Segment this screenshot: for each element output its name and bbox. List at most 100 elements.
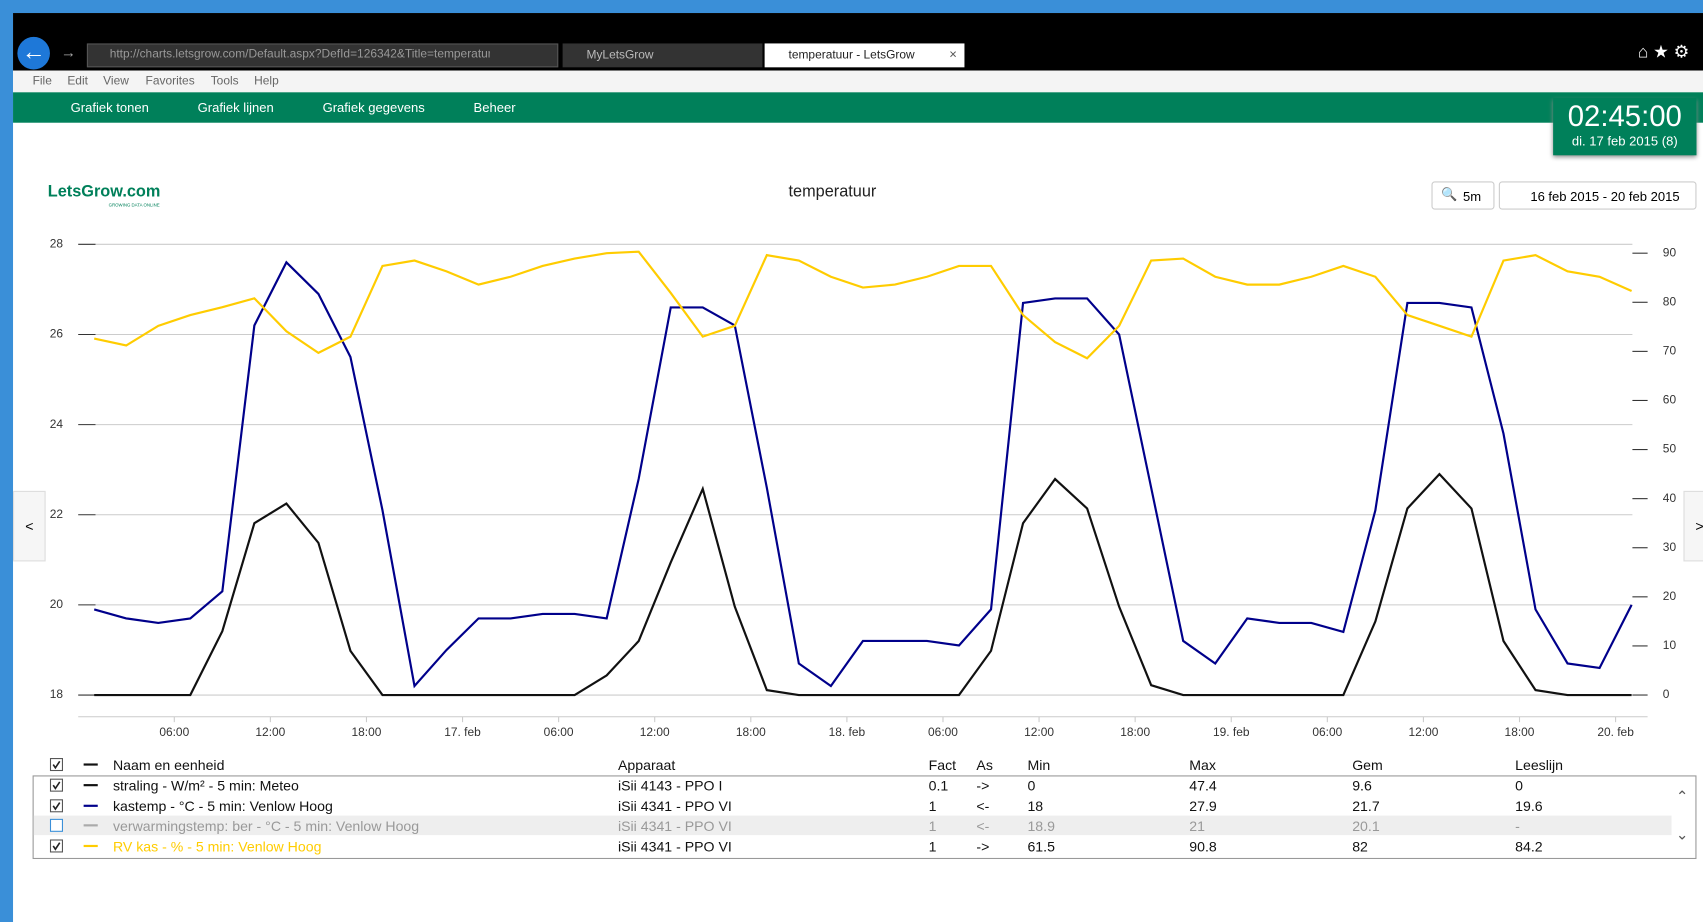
cell: 21 — [1189, 817, 1205, 835]
x-tick-label: 20. feb — [1597, 725, 1634, 739]
date-range: 16 feb 2015 - 20 feb 2015 — [1530, 188, 1680, 205]
y2-tick-label: 10 — [1663, 638, 1677, 652]
cell: -> — [976, 838, 990, 855]
scroll-up[interactable]: ⌃ — [1675, 787, 1689, 805]
menu-item[interactable]: Edit — [67, 74, 88, 88]
next-button[interactable]: > — [1683, 490, 1703, 562]
x-tick-label: 12:00 — [1408, 725, 1438, 739]
prev-button[interactable]: < — [13, 490, 46, 562]
address-bar[interactable]: http://charts.letsgrow.com/Default.aspx?… — [86, 43, 559, 68]
cell: 1 — [928, 817, 937, 835]
y2-tick-label: 60 — [1663, 393, 1677, 407]
tab-title: temperatuur - LetsGrow — [788, 48, 915, 62]
interval-button[interactable]: 🔍 5m — [1431, 181, 1495, 210]
nav-item[interactable]: Grafiek tonen — [70, 99, 149, 116]
cell: 20.1 — [1352, 817, 1380, 835]
y2-tick-label: 90 — [1663, 245, 1677, 259]
table-header: Fact — [928, 756, 957, 774]
tab-title: MyLetsGrow — [586, 48, 654, 62]
menu-item[interactable]: View — [103, 74, 129, 88]
series-line — [93, 260, 1633, 689]
cell: 90.8 — [1189, 838, 1217, 855]
x-tick-label: 18:00 — [1505, 725, 1535, 739]
table-header: Apparaat — [617, 756, 676, 774]
cell: 82 — [1352, 838, 1368, 855]
checkbox[interactable] — [49, 818, 63, 832]
cell: -> — [976, 777, 990, 794]
table-header: Gem — [1352, 756, 1383, 774]
nav-item[interactable]: Grafiek gegevens — [322, 99, 425, 116]
menu-item[interactable]: Favorites — [145, 74, 195, 88]
y-tick-label: 26 — [50, 327, 64, 341]
checkbox[interactable] — [49, 758, 63, 772]
tab-active[interactable]: temperatuur - LetsGrow × — [764, 43, 965, 68]
cell: iSii 4341 - PPO VI — [617, 798, 732, 815]
clock: 02:45:00 di. 17 feb 2015 (8) — [1553, 97, 1697, 156]
x-tick-label: 17. feb — [444, 725, 481, 739]
checkbox[interactable] — [49, 778, 63, 792]
x-tick-label: 18:00 — [352, 725, 382, 739]
table-header: Min — [1027, 756, 1051, 774]
table-header: Naam en eenheid — [112, 756, 225, 774]
back-button[interactable]: ← — [17, 36, 50, 70]
series-line — [93, 250, 1633, 360]
x-tick-label: 18:00 — [736, 725, 766, 739]
cell: 19.6 — [1515, 798, 1543, 815]
nav-item[interactable]: Grafiek lijnen — [197, 99, 274, 116]
cell: iSii 4341 - PPO VI — [617, 838, 732, 855]
scroll-down[interactable]: ⌄ — [1675, 825, 1689, 843]
cell: 18 — [1027, 798, 1044, 815]
cell: iSii 4341 - PPO VI — [617, 817, 732, 835]
y-tick-label: 24 — [50, 417, 64, 431]
cell: 0.1 — [928, 777, 949, 794]
browser-icons[interactable]: ⌂ ★ ⚙ — [1637, 43, 1690, 62]
tab[interactable]: MyLetsGrow — [562, 43, 763, 68]
cell: 61.5 — [1027, 838, 1055, 855]
y-tick-label: 18 — [50, 687, 64, 701]
line-swatch — [83, 824, 98, 827]
line-swatch — [83, 784, 98, 787]
cell: - — [1515, 817, 1520, 835]
y2-tick-label: 80 — [1663, 294, 1677, 308]
row-bg — [33, 815, 1672, 836]
logo-tagline: GROWING DATA ONLINE — [108, 201, 160, 208]
y-tick-label: 22 — [50, 507, 64, 521]
y2-tick-label: 50 — [1663, 442, 1677, 456]
window-frame — [0, 0, 1703, 14]
menu-item[interactable]: Help — [254, 74, 279, 88]
y-tick-label: 20 — [50, 597, 64, 611]
series-line — [94, 472, 1632, 697]
y2-tick-label: 0 — [1663, 687, 1670, 701]
clock-date: di. 17 feb 2015 (8) — [1571, 133, 1678, 149]
cell: <- — [976, 817, 990, 835]
cell: 1 — [928, 798, 937, 815]
cell: 47.4 — [1189, 777, 1217, 794]
checkbox[interactable] — [49, 799, 63, 813]
table-header: As — [976, 756, 993, 774]
x-tick-label: 06:00 — [159, 725, 189, 739]
x-tick-label: 19. feb — [1213, 725, 1250, 739]
cell: 0 — [1515, 777, 1523, 794]
cell: 21.7 — [1352, 798, 1380, 815]
menu-bar: File Edit View Favorites Tools Help — [13, 70, 1703, 93]
window-frame — [0, 0, 14, 922]
cell: 18.9 — [1027, 817, 1055, 835]
cell: verwarmingstemp: ber - °C - 5 min: Venlo… — [112, 817, 420, 835]
y2-tick-label: 40 — [1663, 491, 1677, 505]
menu-item[interactable]: File — [32, 74, 52, 88]
nav-bar: Grafiek tonen Grafiek lijnen Grafiek gegev… — [13, 92, 1703, 123]
date-range-button[interactable]: 16 feb 2015 - 20 feb 2015 — [1498, 181, 1697, 210]
cell: 27.9 — [1189, 798, 1217, 815]
cell: straling - W/m² - 5 min: Meteo — [112, 777, 299, 794]
x-tick-label: 18:00 — [1120, 725, 1150, 739]
checkbox[interactable] — [49, 839, 63, 853]
x-tick-label: 12:00 — [640, 725, 670, 739]
cell: 84.2 — [1515, 838, 1543, 855]
y-tick-label: 28 — [50, 237, 64, 251]
nav-item[interactable]: Beheer — [473, 99, 516, 116]
menu-item[interactable]: Tools — [210, 74, 239, 88]
forward-button[interactable]: → — [60, 43, 77, 61]
